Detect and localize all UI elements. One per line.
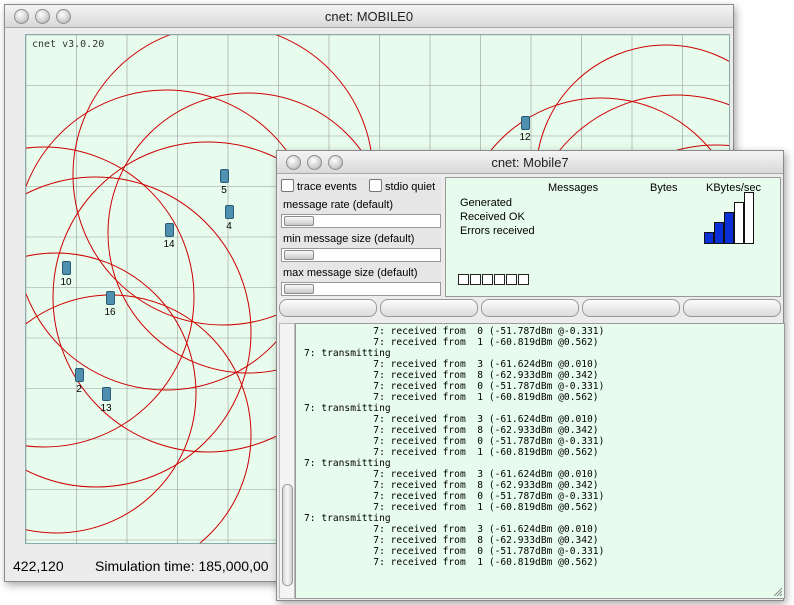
min-size-label: min message size (default) [283, 233, 415, 245]
node-5[interactable]: 5 [212, 169, 236, 196]
zoom-button[interactable] [328, 155, 343, 170]
range-circle [26, 252, 197, 534]
resize-grip-icon[interactable] [772, 586, 782, 596]
node-label: 16 [104, 307, 116, 318]
node-label: 4 [226, 221, 232, 232]
min-size-slider[interactable] [281, 248, 441, 262]
queue-box [458, 274, 469, 285]
mobile7-window-title: cnet: Mobile7 [491, 155, 569, 170]
node-16[interactable]: 16 [98, 291, 122, 318]
slider-knob[interactable] [284, 284, 314, 294]
node-14[interactable]: 14 [157, 223, 181, 250]
bytes-column-header: Bytes [650, 182, 678, 194]
zoom-button[interactable] [56, 9, 71, 24]
pill-button-5[interactable] [683, 299, 781, 317]
node-label: 12 [519, 132, 531, 143]
pill-button-4[interactable] [582, 299, 680, 317]
max-size-slider[interactable] [281, 282, 441, 296]
cursor-coordinates: 422,120 [13, 558, 64, 574]
version-label: cnet v3.0.20 [32, 39, 105, 50]
slider-knob[interactable] [284, 250, 314, 260]
mobile7-titlebar[interactable]: cnet: Mobile7 [277, 151, 783, 174]
queue-box [470, 274, 481, 285]
messages-column-header: Messages [548, 182, 599, 194]
node-4[interactable]: 4 [217, 205, 241, 232]
main-titlebar[interactable]: cnet: MOBILE0 [5, 5, 733, 28]
kbytes-column-header: KBytes/sec [706, 182, 762, 194]
node-13[interactable]: 13 [94, 387, 118, 414]
node-label: 14 [163, 239, 175, 250]
scrollbar-thumb[interactable] [282, 484, 293, 586]
queue-box [506, 274, 517, 285]
mobile-phone-icon [105, 291, 115, 305]
node-label: 2 [76, 384, 82, 395]
mobile-phone-icon [164, 223, 174, 237]
mobile-phone-icon [101, 387, 111, 401]
queue-box [518, 274, 529, 285]
node-10[interactable]: 10 [54, 261, 78, 288]
signal-bar [744, 192, 754, 244]
checkbox-icon [369, 179, 382, 192]
queue-box [494, 274, 505, 285]
stdio-quiet-label: stdio quiet [385, 181, 436, 193]
mobile7-window[interactable]: cnet: Mobile7 trace events stdio quiet m… [276, 150, 785, 601]
errors-received-label: Errors received [460, 225, 535, 237]
mobile-phone-icon [224, 205, 234, 219]
node-12[interactable]: 12 [513, 116, 537, 143]
queue-box [482, 274, 493, 285]
received-ok-label: Received OK [460, 211, 525, 223]
mobile-phone-icon [219, 169, 229, 183]
pill-button-row [279, 299, 781, 317]
log-text: 7: received from 0 (-51.787dBm @-0.331) … [304, 326, 605, 568]
signal-bar [724, 212, 734, 244]
log-scrollbar[interactable] [279, 323, 295, 599]
node-2[interactable]: 2 [67, 368, 91, 395]
simulation-time: Simulation time: 185,000,00 [95, 558, 269, 574]
generated-label: Generated [460, 197, 512, 209]
node-label: 5 [221, 185, 227, 196]
queue-indicators [458, 274, 530, 288]
controls-panel: trace events stdio quiet message rate (d… [279, 177, 441, 296]
message-rate-label: message rate (default) [283, 199, 394, 211]
stdio-quiet-checkbox[interactable]: stdio quiet [369, 179, 435, 193]
trace-events-label: trace events [297, 181, 357, 193]
close-button[interactable] [286, 155, 301, 170]
checkbox-icon [281, 179, 294, 192]
message-rate-slider[interactable] [281, 214, 441, 228]
signal-bar [714, 222, 724, 244]
trace-events-checkbox[interactable]: trace events [281, 179, 357, 193]
range-circle [26, 176, 252, 488]
statistics-panel: Messages Bytes KBytes/sec Generated Rece… [445, 177, 781, 297]
range-circle [26, 146, 195, 448]
signal-bar [734, 202, 744, 244]
max-size-label: max message size (default) [283, 267, 418, 279]
output-log[interactable]: 7: received from 0 (-51.787dBm @-0.331) … [295, 323, 785, 599]
minimize-button[interactable] [35, 9, 50, 24]
pill-button-1[interactable] [279, 299, 377, 317]
signal-bar [704, 232, 714, 244]
pill-button-2[interactable] [380, 299, 478, 317]
minimize-button[interactable] [307, 155, 322, 170]
mobile-phone-icon [74, 368, 84, 382]
pill-button-3[interactable] [481, 299, 579, 317]
node-label: 10 [60, 277, 72, 288]
slider-knob[interactable] [284, 216, 314, 226]
node-label: 13 [100, 403, 112, 414]
mobile-phone-icon [61, 261, 71, 275]
main-window-title: cnet: MOBILE0 [324, 9, 414, 24]
close-button[interactable] [14, 9, 29, 24]
mobile-phone-icon [520, 116, 530, 130]
